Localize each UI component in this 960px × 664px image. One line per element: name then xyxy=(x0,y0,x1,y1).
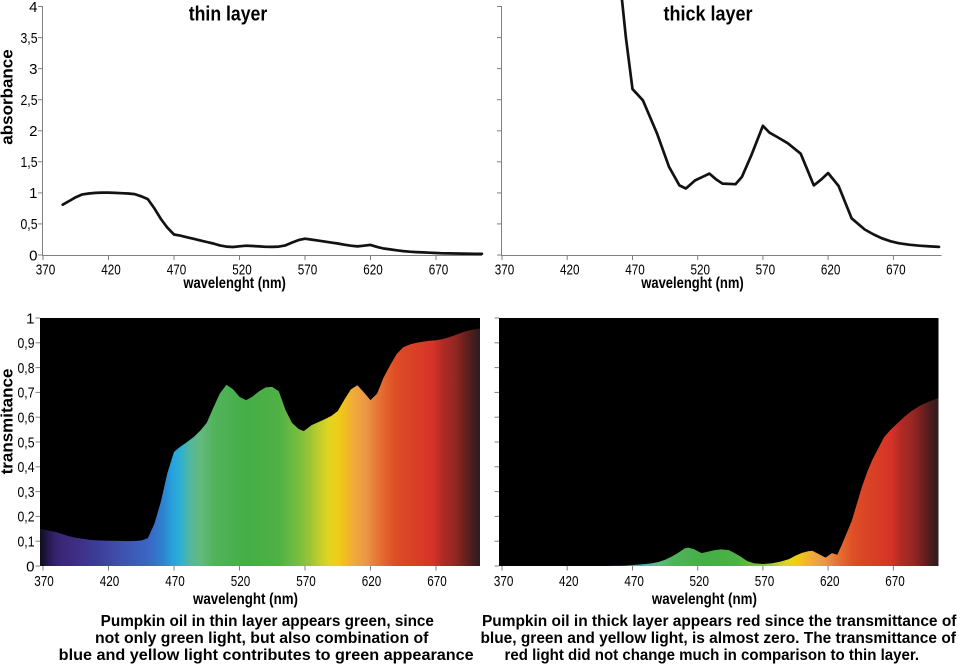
svg-text:0,4: 0,4 xyxy=(18,459,35,476)
svg-text:2,5: 2,5 xyxy=(21,92,38,109)
svg-text:620: 620 xyxy=(821,262,841,279)
svg-text:1: 1 xyxy=(29,185,37,202)
svg-text:2: 2 xyxy=(29,123,37,140)
svg-text:wavelenght (nm): wavelenght (nm) xyxy=(651,591,757,608)
svg-text:4: 4 xyxy=(29,0,37,16)
svg-text:570: 570 xyxy=(755,573,775,590)
svg-text:0: 0 xyxy=(26,558,34,575)
svg-text:1,5: 1,5 xyxy=(21,154,38,171)
svg-text:transmitance: transmitance xyxy=(0,369,17,475)
svg-text:620: 620 xyxy=(362,573,382,590)
svg-text:0,5: 0,5 xyxy=(21,216,38,233)
svg-text:wavelenght (nm): wavelenght (nm) xyxy=(192,591,298,608)
svg-text:370: 370 xyxy=(495,262,515,279)
svg-text:red light did not change much: red light did not change much in compari… xyxy=(505,647,920,664)
svg-text:520: 520 xyxy=(690,573,710,590)
svg-text:520: 520 xyxy=(231,573,251,590)
svg-text:Pumpkin oil in thin layer appe: Pumpkin oil in thin layer appears green,… xyxy=(101,613,435,630)
svg-text:blue and yellow light contribu: blue and yellow light contributes to gre… xyxy=(59,647,474,664)
svg-text:370: 370 xyxy=(494,573,514,590)
svg-text:0,8: 0,8 xyxy=(18,360,35,377)
svg-text:520: 520 xyxy=(690,262,710,279)
svg-text:670: 670 xyxy=(427,573,447,590)
svg-text:0,3: 0,3 xyxy=(18,484,35,501)
svg-text:1: 1 xyxy=(26,310,34,327)
svg-text:520: 520 xyxy=(232,262,252,279)
svg-text:wavelenght (nm): wavelenght (nm) xyxy=(640,275,743,292)
svg-text:420: 420 xyxy=(559,573,579,590)
svg-text:wavelenght (nm): wavelenght (nm) xyxy=(183,275,286,292)
svg-text:0,2: 0,2 xyxy=(18,509,35,526)
svg-text:670: 670 xyxy=(886,262,906,279)
svg-text:3: 3 xyxy=(29,61,37,78)
svg-text:0,9: 0,9 xyxy=(18,335,35,352)
svg-text:420: 420 xyxy=(560,262,580,279)
svg-text:3,5: 3,5 xyxy=(21,30,38,47)
svg-text:420: 420 xyxy=(100,573,120,590)
svg-text:470: 470 xyxy=(167,262,187,279)
svg-text:thick layer: thick layer xyxy=(664,4,753,26)
svg-text:0,6: 0,6 xyxy=(18,410,35,427)
svg-text:absorbance: absorbance xyxy=(0,49,17,144)
svg-text:670: 670 xyxy=(429,262,449,279)
svg-text:0: 0 xyxy=(29,247,37,264)
svg-text:thin layer: thin layer xyxy=(189,4,268,26)
svg-text:570: 570 xyxy=(756,262,776,279)
svg-text:570: 570 xyxy=(296,573,316,590)
svg-text:370: 370 xyxy=(36,262,56,279)
svg-text:620: 620 xyxy=(363,262,383,279)
svg-text:0,5: 0,5 xyxy=(18,434,35,451)
svg-text:470: 470 xyxy=(624,573,644,590)
svg-text:370: 370 xyxy=(34,573,54,590)
svg-text:570: 570 xyxy=(298,262,318,279)
svg-text:0,1: 0,1 xyxy=(18,534,35,551)
svg-text:470: 470 xyxy=(165,573,185,590)
svg-text:not only green light, but also: not only green light, but also combinati… xyxy=(95,630,429,647)
svg-text:620: 620 xyxy=(820,573,840,590)
svg-text:670: 670 xyxy=(885,573,905,590)
svg-text:420: 420 xyxy=(101,262,121,279)
svg-text:Pumpkin oil in thick layer app: Pumpkin oil in thick layer appears red s… xyxy=(482,613,957,630)
svg-text:blue, green and yellow light,: blue, green and yellow light, is almost … xyxy=(480,630,956,647)
svg-text:0,7: 0,7 xyxy=(18,385,35,402)
svg-text:470: 470 xyxy=(625,262,645,279)
